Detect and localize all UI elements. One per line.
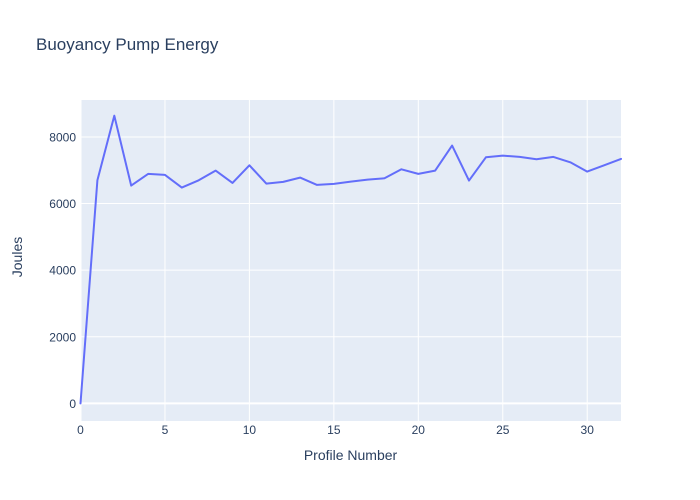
x-tick-label: 20	[412, 423, 426, 437]
tick-labels: 0 5 10 15 20 25 30 0 2000 4000 6000 8000	[49, 130, 594, 437]
energy-line-series[interactable]	[79, 114, 622, 405]
x-axis-title: Profile Number	[304, 447, 398, 463]
y-tick-label: 8000	[49, 130, 76, 144]
x-tick-label: 10	[243, 423, 257, 437]
chart-title: Buoyancy Pump Energy	[36, 35, 219, 54]
x-tick-label: 30	[581, 423, 595, 437]
y-tick-label: 2000	[49, 330, 76, 344]
gridlines	[79, 100, 621, 421]
y-tick-label: 0	[69, 397, 76, 411]
x-tick-label: 5	[162, 423, 169, 437]
y-axis-title: Joules	[9, 237, 25, 277]
x-tick-label: 15	[327, 423, 341, 437]
x-tick-label: 25	[496, 423, 510, 437]
y-tick-label: 4000	[49, 264, 76, 278]
series-layer	[79, 114, 622, 405]
x-tick-label: 0	[77, 423, 84, 437]
y-tick-label: 6000	[49, 197, 76, 211]
plot-area[interactable]	[80, 100, 622, 421]
